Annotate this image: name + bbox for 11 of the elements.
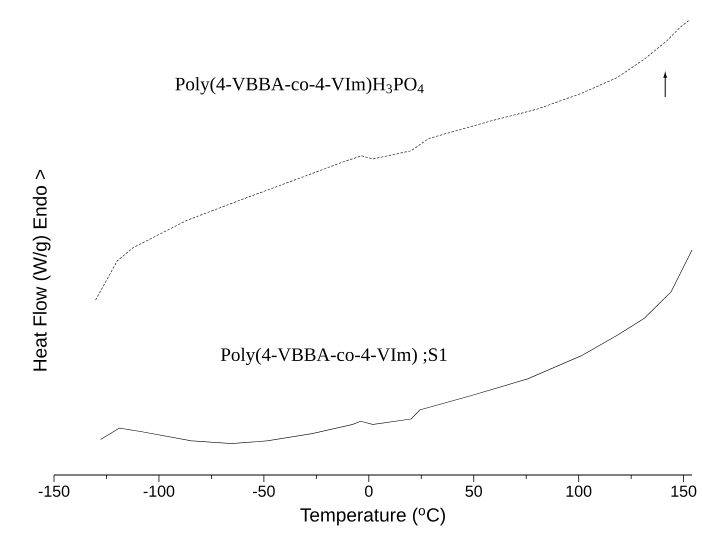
x-tick-label: 100 [566, 486, 592, 497]
series-label: Poly(4-VBBA-co-4-VIm) ;S1 [220, 348, 447, 365]
x-tick-label: 150 [671, 486, 696, 497]
x-tick-label: -100 [144, 486, 174, 497]
x-axis-title: Temperature ($^{o}$C) [300, 508, 445, 526]
x-tick-label: 50 [465, 486, 482, 497]
text: Poly(4-VBBA-co-4-VIm)H$_{3}$PO$_{4}$ [175, 77, 424, 94]
x-tick-label: 0 [364, 486, 373, 497]
x-tick-label: -50 [253, 486, 275, 497]
x-tick-label: -150 [38, 486, 70, 497]
y-axis-title: Heat Flow (W/g) Endo > [32, 170, 50, 371]
